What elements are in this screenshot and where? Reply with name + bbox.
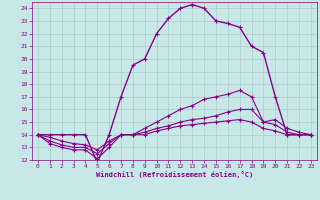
X-axis label: Windchill (Refroidissement éolien,°C): Windchill (Refroidissement éolien,°C): [96, 171, 253, 178]
